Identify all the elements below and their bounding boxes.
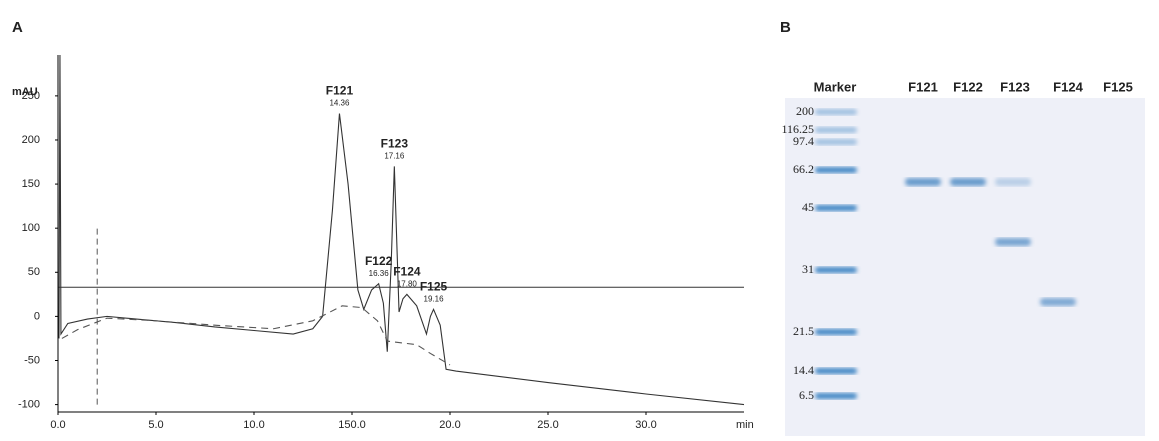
marker-band bbox=[815, 205, 857, 211]
y-tick-label: 50 bbox=[28, 266, 40, 278]
trace bbox=[62, 306, 450, 365]
marker-band bbox=[815, 329, 857, 335]
peak-time: 17.80 bbox=[397, 279, 418, 288]
x-tick-label: 10.0 bbox=[243, 419, 264, 431]
x-tick-label: 5.0 bbox=[148, 419, 163, 431]
peak-name: F124 bbox=[393, 265, 421, 279]
peak-time: 17.16 bbox=[384, 152, 405, 161]
peak-name: F123 bbox=[381, 137, 409, 151]
marker-band bbox=[815, 393, 857, 399]
lane-label: F122 bbox=[953, 79, 983, 94]
marker-size: 21.5 bbox=[793, 324, 814, 338]
x-tick-label: 150.0 bbox=[338, 419, 366, 431]
marker-size: 31 bbox=[802, 262, 814, 276]
trace bbox=[59, 52, 744, 405]
peak-time: 14.36 bbox=[329, 99, 350, 108]
peak-name: F121 bbox=[326, 84, 354, 98]
marker-band bbox=[815, 139, 857, 145]
panel-label: A bbox=[12, 19, 23, 36]
x-tick-label: 20.0 bbox=[439, 419, 460, 431]
y-tick-label: 0 bbox=[34, 310, 40, 322]
panel-label: B bbox=[780, 19, 791, 36]
peak-time: 19.16 bbox=[424, 294, 445, 303]
y-tick-label: -50 bbox=[24, 354, 40, 366]
y-tick-label: 200 bbox=[22, 134, 40, 146]
marker-band bbox=[815, 267, 857, 273]
peak-name: F122 bbox=[365, 254, 393, 268]
lane-label: Marker bbox=[814, 79, 857, 94]
x-tick-label: 30.0 bbox=[635, 419, 656, 431]
sample-band bbox=[1040, 298, 1076, 306]
sample-band bbox=[995, 238, 1031, 246]
marker-band bbox=[815, 127, 857, 133]
marker-size: 45 bbox=[802, 200, 814, 214]
lane-label: F123 bbox=[1000, 79, 1030, 94]
marker-band bbox=[815, 167, 857, 173]
marker-size: 200 bbox=[796, 104, 814, 118]
sample-band bbox=[905, 178, 941, 186]
x-tick-label: 25.0 bbox=[537, 419, 558, 431]
peak-name: F125 bbox=[420, 280, 448, 294]
marker-band bbox=[815, 368, 857, 374]
marker-size: 66.2 bbox=[793, 162, 814, 176]
lane-label: F121 bbox=[908, 79, 938, 94]
marker-size: 97.4 bbox=[793, 134, 814, 148]
marker-size: 6.5 bbox=[799, 388, 814, 402]
figure: A mAU min B -100-500501001502002500.05.0… bbox=[0, 0, 1159, 436]
lane-label: F124 bbox=[1053, 79, 1083, 94]
sample-band bbox=[995, 178, 1031, 186]
y-tick-label: 150 bbox=[22, 178, 40, 190]
x-axis-label: min bbox=[736, 419, 754, 431]
x-tick-label: 0.0 bbox=[50, 419, 65, 431]
y-tick-label: 100 bbox=[22, 222, 40, 234]
lane-label: F125 bbox=[1103, 79, 1133, 94]
sample-band bbox=[950, 178, 986, 186]
marker-size: 14.4 bbox=[793, 363, 814, 377]
peak-time: 16.36 bbox=[369, 269, 390, 278]
y-tick-label: -100 bbox=[18, 398, 40, 410]
marker-band bbox=[815, 109, 857, 115]
y-tick-label: 250 bbox=[22, 90, 40, 102]
plot-area bbox=[58, 52, 744, 405]
